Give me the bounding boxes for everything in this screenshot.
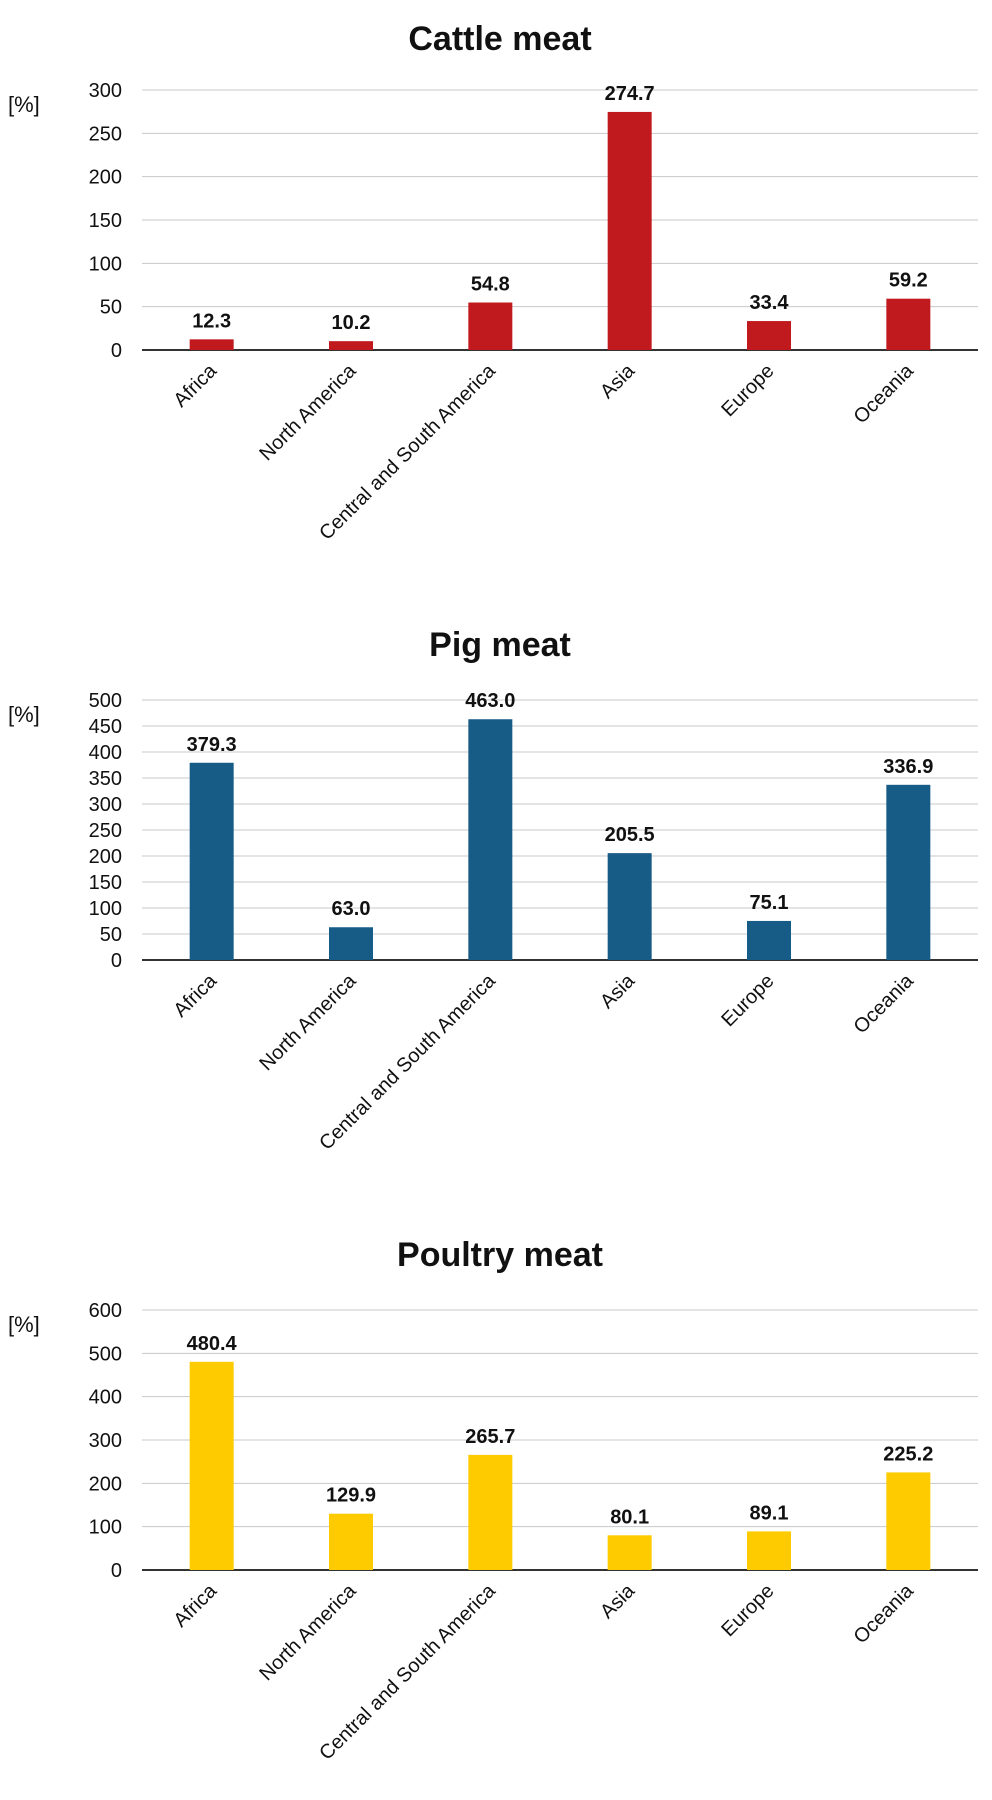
y-tick-label: 300	[89, 794, 122, 816]
bar	[468, 1454, 513, 1570]
bar	[189, 1361, 234, 1570]
y-axis-unit-label: [%]	[8, 1312, 40, 1337]
data-label: 463.0	[465, 690, 515, 712]
y-tick-label: 250	[89, 123, 122, 145]
bar	[747, 321, 791, 350]
data-label: 225.2	[883, 1443, 933, 1465]
category-label: North America	[255, 969, 361, 1075]
bar	[607, 111, 652, 350]
y-tick-label: 350	[89, 768, 122, 790]
category-label: Europe	[717, 970, 778, 1031]
data-label: 89.1	[750, 1502, 789, 1524]
data-label: 59.2	[889, 270, 928, 292]
y-tick-label: 50	[100, 924, 122, 946]
bar	[468, 302, 513, 350]
data-label: 205.5	[605, 824, 655, 846]
bar	[329, 1513, 373, 1570]
category-label: Africa	[169, 1579, 221, 1631]
bar	[329, 927, 373, 960]
y-tick-label: 500	[89, 1343, 122, 1365]
data-label: 129.9	[326, 1485, 376, 1507]
category-label: Europe	[717, 1580, 778, 1641]
chart-title: Pig meat	[429, 626, 571, 664]
chart-title: Cattle meat	[408, 20, 591, 58]
y-tick-label: 0	[111, 1560, 122, 1582]
data-label: 480.4	[187, 1333, 238, 1355]
y-tick-label: 400	[89, 1387, 122, 1409]
y-tick-label: 100	[89, 1517, 122, 1539]
bar	[329, 341, 373, 350]
category-label: North America	[255, 1579, 361, 1685]
bar	[886, 784, 931, 960]
bar	[886, 298, 931, 350]
y-tick-label: 100	[89, 898, 122, 920]
data-label: 379.3	[187, 734, 237, 756]
category-label: Europe	[717, 360, 778, 421]
category-label: Asia	[596, 969, 640, 1013]
data-label: 75.1	[750, 892, 789, 914]
chart-2: Pig meat [%] 0 50 100 150 200 250 300 350 400 450 50…	[8, 626, 978, 1155]
chart-3: Poultry meat [%] 0 100 200 300 400 500 600 480.4 A…	[8, 1236, 978, 1765]
category-label: Oceania	[850, 1579, 919, 1648]
category-label: Asia	[596, 359, 640, 403]
category-label: Oceania	[850, 969, 919, 1038]
data-label: 265.7	[465, 1426, 515, 1448]
data-label: 80.1	[610, 1506, 649, 1528]
bar	[886, 1472, 931, 1570]
data-label: 336.9	[883, 756, 933, 778]
y-tick-label: 250	[89, 820, 122, 842]
bar	[607, 853, 652, 960]
category-label: Oceania	[850, 359, 919, 428]
category-label: Africa	[169, 359, 221, 411]
category-label: Asia	[596, 1579, 640, 1623]
data-label: 274.7	[605, 83, 655, 105]
data-label: 10.2	[332, 312, 371, 334]
y-tick-label: 100	[89, 253, 122, 275]
y-tick-label: 500	[89, 690, 122, 712]
y-tick-label: 200	[89, 167, 122, 189]
category-label: North America	[255, 359, 361, 465]
chart-title: Poultry meat	[397, 1236, 603, 1274]
bar	[747, 1531, 791, 1570]
y-tick-label: 200	[89, 1473, 122, 1495]
data-label: 54.8	[471, 274, 510, 296]
y-axis-unit-label: [%]	[8, 92, 40, 117]
data-label: 12.3	[192, 310, 231, 332]
chart-1: Cattle meat [%] 0 50 100 150 200 250 300 12.3 Afri…	[8, 20, 978, 545]
y-tick-label: 400	[89, 742, 122, 764]
data-label: 63.0	[332, 898, 371, 920]
y-tick-label: 200	[89, 846, 122, 868]
bar	[189, 762, 234, 960]
bar	[468, 719, 513, 960]
y-tick-label: 450	[89, 716, 122, 738]
data-label: 33.4	[750, 292, 790, 314]
y-tick-label: 150	[89, 872, 122, 894]
y-tick-label: 0	[111, 950, 122, 972]
category-label: Africa	[169, 969, 221, 1021]
y-tick-label: 50	[100, 297, 122, 319]
y-tick-label: 300	[89, 1430, 122, 1452]
bar	[747, 920, 791, 960]
y-axis-unit-label: [%]	[8, 702, 40, 727]
y-tick-label: 600	[89, 1300, 122, 1322]
y-tick-label: 0	[111, 340, 122, 362]
y-tick-label: 300	[89, 80, 122, 102]
y-tick-label: 150	[89, 210, 122, 232]
bar	[189, 339, 234, 350]
bar	[607, 1535, 652, 1570]
